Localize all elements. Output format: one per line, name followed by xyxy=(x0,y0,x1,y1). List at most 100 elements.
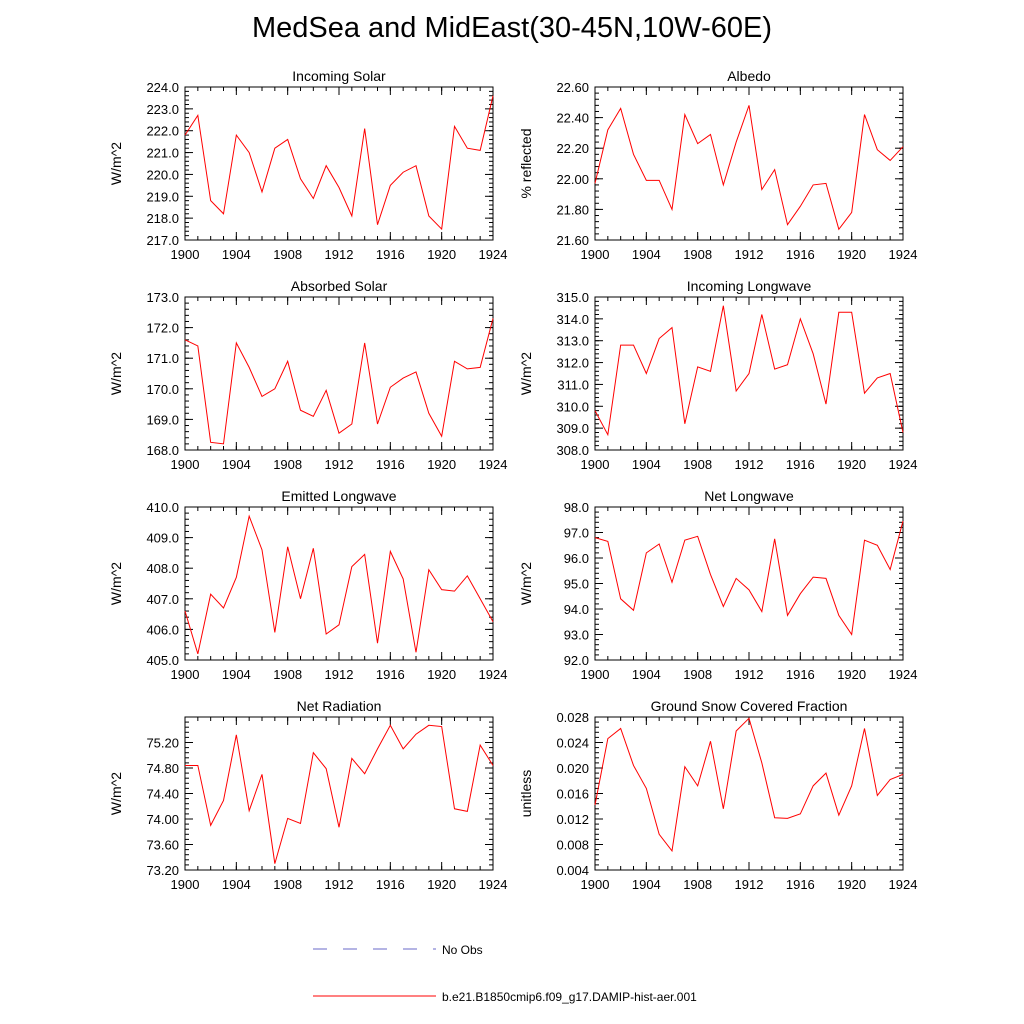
x-tick-label: 1912 xyxy=(735,667,764,682)
y-tick-label: 95.0 xyxy=(564,577,589,592)
x-tick-label: 1924 xyxy=(889,457,918,472)
x-tick-label: 1924 xyxy=(889,247,918,262)
y-tick-label: 73.20 xyxy=(146,863,179,878)
y-tick-label: 224.0 xyxy=(146,80,179,95)
x-tick-label: 1900 xyxy=(581,877,610,892)
y-tick-label: 221.0 xyxy=(146,146,179,161)
y-tick-label: 410.0 xyxy=(146,500,179,515)
x-tick-label: 1920 xyxy=(427,667,456,682)
y-tick-label: 409.0 xyxy=(146,531,179,546)
x-tick-label: 1912 xyxy=(735,247,764,262)
legend: No Obs b.e21.B1850cmip6.f09_g17.DAMIP-hi… xyxy=(313,943,697,1004)
x-tick-label: 1924 xyxy=(889,877,918,892)
x-tick-label: 1924 xyxy=(889,667,918,682)
x-tick-label: 1904 xyxy=(632,457,661,472)
x-tick-label: 1900 xyxy=(171,877,200,892)
y-tick-label: 309.0 xyxy=(556,421,589,436)
y-tick-label: 22.40 xyxy=(556,111,589,126)
x-tick-label: 1924 xyxy=(479,667,508,682)
y-tick-label: 22.20 xyxy=(556,141,589,156)
panel-3: 1900 1904 1908 1912 1916 1920 1924 168.0 169.0 17… xyxy=(108,278,507,472)
y-tick-label: 170.0 xyxy=(146,382,179,397)
panel-title: Emitted Longwave xyxy=(281,488,396,504)
y-tick-label: 0.004 xyxy=(556,863,589,878)
panel-5: 1900 1904 1908 1912 1916 1920 1924 405.0 406.0 40… xyxy=(108,488,507,682)
x-tick-label: 1900 xyxy=(581,667,610,682)
y-tick-label: 314.0 xyxy=(556,312,589,327)
y-tick-label: 74.40 xyxy=(146,787,179,802)
legend-obs-label: No Obs xyxy=(442,943,483,957)
series-line xyxy=(184,318,494,445)
y-tick-label: 407.0 xyxy=(146,592,179,607)
x-tick-label: 1912 xyxy=(325,457,354,472)
panel-6: 1900 1904 1908 1912 1916 1920 1924 92.0 93.0 94.0… xyxy=(518,488,917,682)
x-tick-label: 1920 xyxy=(837,247,866,262)
y-tick-label: 0.024 xyxy=(556,736,589,751)
y-axis-label: W/m^2 xyxy=(108,772,124,815)
panel-title: Absorbed Solar xyxy=(291,278,388,294)
x-tick-label: 1920 xyxy=(427,877,456,892)
x-tick-label: 1920 xyxy=(427,457,456,472)
x-tick-label: 1908 xyxy=(273,667,302,682)
y-tick-label: 315.0 xyxy=(556,290,589,305)
x-tick-label: 1904 xyxy=(222,457,251,472)
plot-frame xyxy=(184,716,494,871)
y-tick-label: 171.0 xyxy=(146,351,179,366)
x-tick-label: 1908 xyxy=(273,457,302,472)
x-tick-label: 1916 xyxy=(786,667,815,682)
panel-title: Incoming Solar xyxy=(292,68,386,84)
plot-frame xyxy=(184,506,494,661)
y-tick-label: 97.0 xyxy=(564,526,589,541)
x-tick-label: 1924 xyxy=(479,877,508,892)
x-tick-label: 1916 xyxy=(786,877,815,892)
y-tick-label: 218.0 xyxy=(146,211,179,226)
x-tick-label: 1924 xyxy=(479,457,508,472)
y-axis-label: W/m^2 xyxy=(108,352,124,395)
y-tick-label: 310.0 xyxy=(556,399,589,414)
x-tick-label: 1908 xyxy=(683,877,712,892)
plot-frame xyxy=(184,86,494,241)
panel-title: Incoming Longwave xyxy=(687,278,812,294)
y-tick-label: 406.0 xyxy=(146,622,179,637)
panel-4: 1900 1904 1908 1912 1916 1920 1924 308.0 309.0 31… xyxy=(518,278,917,472)
x-tick-label: 1908 xyxy=(273,247,302,262)
panel-1: 1900 1904 1908 1912 1916 1920 1924 217.0 218.0 21… xyxy=(108,68,507,262)
figure-title: MedSea and MidEast(30-45N,10W-60E) xyxy=(251,12,773,44)
x-tick-label: 1900 xyxy=(171,667,200,682)
y-tick-label: 98.0 xyxy=(564,500,589,515)
x-tick-label: 1912 xyxy=(735,457,764,472)
y-tick-label: 96.0 xyxy=(564,551,589,566)
plot-frame xyxy=(184,296,494,451)
x-tick-label: 1912 xyxy=(325,667,354,682)
x-tick-label: 1916 xyxy=(376,667,405,682)
y-tick-label: 92.0 xyxy=(564,653,589,668)
series-line xyxy=(184,514,494,655)
x-tick-label: 1916 xyxy=(376,247,405,262)
x-tick-label: 1904 xyxy=(222,667,251,682)
legend-model-label: b.e21.B1850cmip6.f09_g17.DAMIP-hist-aer.… xyxy=(442,990,697,1004)
plot-frame xyxy=(594,86,904,241)
panel-7: 1900 1904 1908 1912 1916 1920 1924 73.20 73.60 74… xyxy=(108,698,507,892)
x-tick-label: 1916 xyxy=(786,457,815,472)
y-tick-label: 0.008 xyxy=(556,838,589,853)
x-tick-label: 1916 xyxy=(786,247,815,262)
panel-title: Albedo xyxy=(727,68,771,84)
plot-frame xyxy=(594,296,904,451)
series-line xyxy=(594,520,904,636)
y-tick-label: 0.016 xyxy=(556,787,589,802)
series-line xyxy=(594,305,904,437)
y-tick-label: 308.0 xyxy=(556,443,589,458)
series-line xyxy=(184,95,494,231)
x-tick-label: 1904 xyxy=(632,667,661,682)
y-tick-label: 74.80 xyxy=(146,761,179,776)
x-tick-label: 1908 xyxy=(683,667,712,682)
y-tick-label: 21.60 xyxy=(556,233,589,248)
x-tick-label: 1916 xyxy=(376,877,405,892)
y-tick-label: 75.20 xyxy=(146,736,179,751)
y-axis-label: W/m^2 xyxy=(518,562,534,605)
x-tick-label: 1920 xyxy=(427,247,456,262)
x-tick-label: 1900 xyxy=(581,457,610,472)
plot-frame xyxy=(594,716,904,871)
y-tick-label: 169.0 xyxy=(146,412,179,427)
